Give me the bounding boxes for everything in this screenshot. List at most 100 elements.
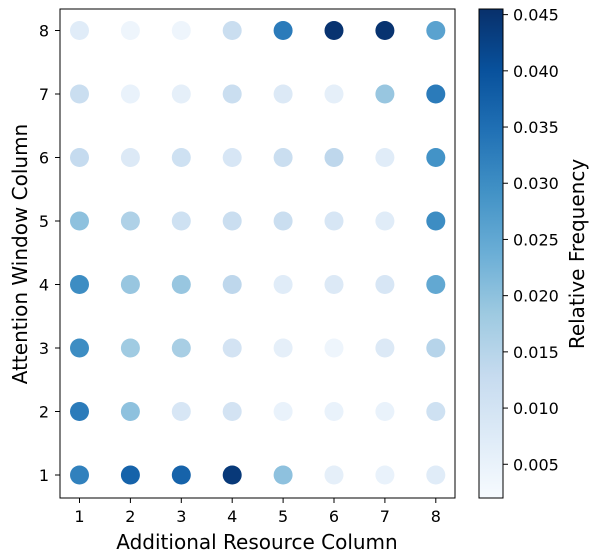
data-point-x2-y8: [121, 21, 140, 40]
x-tick-label: 2: [125, 507, 135, 526]
data-point-x4-y2: [223, 402, 242, 421]
data-point-x8-y6: [426, 148, 445, 167]
y-tick-label: 7: [39, 85, 49, 104]
colorbar-tick-label: 0.010: [513, 399, 559, 418]
data-point-x1-y5: [70, 212, 89, 231]
data-point-x6-y1: [325, 466, 344, 485]
data-point-x7-y2: [375, 402, 394, 421]
data-point-x8-y1: [426, 466, 445, 485]
data-point-x1-y3: [70, 339, 89, 358]
data-point-x2-y3: [121, 339, 140, 358]
data-point-x5-y5: [274, 212, 293, 231]
data-point-x4-y8: [223, 21, 242, 40]
data-point-x7-y7: [375, 85, 394, 104]
data-point-x7-y3: [375, 339, 394, 358]
y-tick-label: 5: [39, 212, 49, 231]
colorbar-ticks: 0.005 0.010 0.015 0.020 0.025 0.030 0.035 0.040…: [503, 6, 559, 475]
colorbar-tick-label: 0.020: [513, 287, 559, 306]
data-point-x6-y2: [325, 402, 344, 421]
data-point-x8-y7: [426, 85, 445, 104]
data-point-x2-y1: [121, 466, 140, 485]
data-point-x6-y4: [325, 275, 344, 294]
data-point-x3-y6: [172, 148, 191, 167]
y-axis-label: Attention Window Column: [8, 124, 32, 384]
data-point-x1-y8: [70, 21, 89, 40]
colorbar-tick-label: 0.045: [513, 6, 559, 25]
colorbar-tick-label: 0.005: [513, 455, 559, 474]
data-point-x3-y7: [172, 85, 191, 104]
x-tick-label: 6: [329, 507, 339, 526]
data-point-x6-y5: [325, 212, 344, 231]
data-point-x1-y2: [70, 402, 89, 421]
data-point-x8-y5: [426, 212, 445, 231]
data-point-x5-y1: [274, 466, 293, 485]
colorbar: [479, 9, 503, 498]
colorbar-tick-label: 0.040: [513, 62, 559, 81]
data-point-x1-y6: [70, 148, 89, 167]
data-point-x5-y6: [274, 148, 293, 167]
data-point-x3-y5: [172, 212, 191, 231]
data-point-x4-y7: [223, 85, 242, 104]
y-tick-label: 3: [39, 339, 49, 358]
data-point-x4-y5: [223, 212, 242, 231]
x-tick-label: 4: [227, 507, 237, 526]
data-point-x5-y4: [274, 275, 293, 294]
data-point-x7-y4: [375, 275, 394, 294]
x-tick-label: 8: [431, 507, 441, 526]
data-point-x3-y8: [172, 21, 191, 40]
data-point-x4-y3: [223, 339, 242, 358]
x-tick-label: 5: [278, 507, 288, 526]
data-point-x7-y6: [375, 148, 394, 167]
y-tick-label: 2: [39, 403, 49, 422]
data-point-x2-y5: [121, 212, 140, 231]
data-point-x4-y4: [223, 275, 242, 294]
data-point-x5-y8: [274, 21, 293, 40]
data-point-x6-y8: [325, 21, 344, 40]
data-point-x8-y2: [426, 402, 445, 421]
data-point-x6-y7: [325, 85, 344, 104]
colorbar-tick-label: 0.030: [513, 174, 559, 193]
data-point-x3-y2: [172, 402, 191, 421]
data-point-x1-y4: [70, 275, 89, 294]
x-tick-label: 3: [176, 507, 186, 526]
data-point-x7-y5: [375, 212, 394, 231]
y-tick-label: 1: [39, 466, 49, 485]
data-point-x5-y3: [274, 339, 293, 358]
data-point-x8-y8: [426, 21, 445, 40]
x-tick-label: 1: [74, 507, 84, 526]
data-point-x3-y4: [172, 275, 191, 294]
colorbar-label: Relative Frequency: [565, 159, 589, 349]
colorbar-tick-label: 0.015: [513, 343, 559, 362]
data-point-x3-y1: [172, 466, 191, 485]
data-point-x1-y1: [70, 466, 89, 485]
colorbar-tick-label: 0.035: [513, 118, 559, 137]
data-point-x2-y2: [121, 402, 140, 421]
data-point-x2-y7: [121, 85, 140, 104]
data-point-x6-y3: [325, 339, 344, 358]
data-point-x2-y4: [121, 275, 140, 294]
data-point-x8-y4: [426, 275, 445, 294]
data-point-x3-y3: [172, 339, 191, 358]
y-tick-label: 6: [39, 149, 49, 168]
y-tick-label: 4: [39, 276, 49, 295]
data-point-x4-y6: [223, 148, 242, 167]
y-axis-ticks: 1 2 3 4 5 6 7 8: [39, 22, 60, 486]
data-point-x1-y7: [70, 85, 89, 104]
data-point-x6-y6: [325, 148, 344, 167]
x-axis-ticks: 1 2 3 4 5 6 7 8: [74, 498, 440, 526]
plot-area: [60, 9, 455, 498]
data-point-x7-y1: [375, 466, 394, 485]
data-point-x7-y8: [375, 21, 394, 40]
data-point-x4-y1: [223, 466, 242, 485]
data-point-x8-y3: [426, 339, 445, 358]
y-tick-label: 8: [39, 22, 49, 41]
x-axis-label: Additional Resource Column: [116, 530, 397, 554]
data-point-x5-y2: [274, 402, 293, 421]
x-tick-label: 7: [380, 507, 390, 526]
colorbar-tick-label: 0.025: [513, 230, 559, 249]
data-point-x2-y6: [121, 148, 140, 167]
data-point-x5-y7: [274, 85, 293, 104]
data-points: [70, 21, 445, 485]
